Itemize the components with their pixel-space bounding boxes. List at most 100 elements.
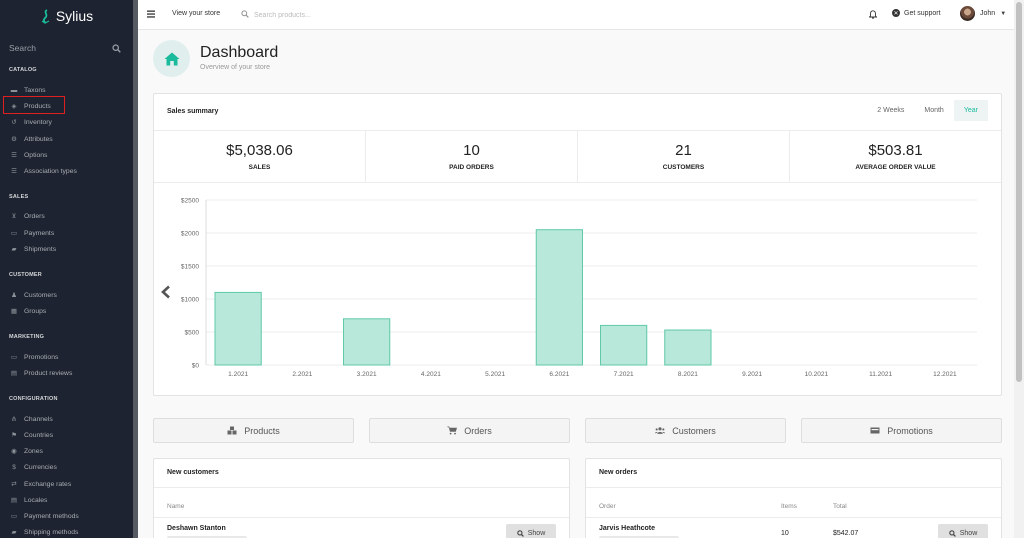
sidebar-item-label: Payments: [24, 229, 55, 237]
show-order-button[interactable]: Show: [938, 524, 988, 538]
sidebar-item-options[interactable]: ☰ Options: [9, 149, 47, 161]
chart-bar: [599, 324, 648, 366]
chart-bar: [664, 329, 712, 366]
period-year[interactable]: Year: [953, 100, 988, 121]
search-icon: [241, 10, 249, 18]
sidebar-item-products[interactable]: ◈ Products: [9, 100, 51, 112]
x-tick-label: 6.2021: [549, 371, 569, 378]
page-scrollbar[interactable]: [1014, 0, 1024, 538]
sidebar-item-label: Shipments: [24, 245, 57, 253]
order-customer-name: Jarvis Heathcote: [599, 525, 656, 532]
show-customer-button[interactable]: Show: [506, 524, 556, 538]
sidebar-item-label: Payment methods: [24, 512, 79, 520]
sidebar-item-zones[interactable]: ◉ Zones: [9, 445, 43, 457]
y-tick-label: $1000: [181, 297, 199, 304]
flag-icon: ⚑: [11, 432, 17, 439]
sidebar-search[interactable]: Search: [9, 42, 121, 54]
sidebar-item-exchange-rates[interactable]: ⇄ Exchange rates: [9, 478, 71, 490]
sidebar-item-currencies[interactable]: $ Currencies: [9, 461, 57, 473]
x-tick-label: 2.2021: [292, 371, 312, 378]
home-icon: [164, 52, 179, 65]
sales-summary-title: Sales summary: [167, 108, 219, 115]
sidebar-scrollbar[interactable]: [133, 0, 138, 538]
search-icon: [516, 529, 524, 537]
dollar-icon: $: [12, 463, 16, 471]
sidebar-item-groups[interactable]: ▦ Groups: [9, 305, 46, 317]
y-tick-label: $0: [192, 363, 200, 370]
sidebar-item-attributes[interactable]: ⚙ Attributes: [9, 133, 53, 145]
stat-label: PAID ORDERS: [449, 164, 494, 171]
period-month[interactable]: Month: [924, 107, 944, 114]
product-search-input[interactable]: [254, 8, 414, 22]
sidebar-item-payments[interactable]: ▭ Payments: [9, 227, 54, 239]
sidebar-item-label: Products: [24, 102, 51, 110]
tag-icon: ▭: [10, 354, 18, 361]
section-marketing: MARKETING: [9, 334, 45, 340]
chart-bar: [342, 318, 391, 366]
avatar: [960, 6, 975, 21]
x-tick-label: 12.2021: [933, 371, 957, 378]
sidebar-item-locales[interactable]: ▤ Locales: [9, 494, 48, 506]
sidebar-item-customers[interactable]: ♟ Customers: [9, 289, 57, 301]
sidebar-item-taxons[interactable]: ▬ Taxons: [9, 84, 46, 96]
stat-label: SALES: [248, 164, 271, 171]
sidebar-item-shipping-methods[interactable]: ▰ Shipping methods: [9, 526, 79, 538]
sliders-icon: ⇄: [11, 481, 17, 488]
chevron-left-icon[interactable]: [160, 285, 172, 299]
customers-button[interactable]: Customers: [585, 418, 786, 443]
x-tick-label: 11.2021: [869, 371, 892, 378]
show-label: Show: [527, 529, 546, 537]
stat-value: $5,038.06: [226, 142, 293, 159]
user-menu[interactable]: John ▼: [960, 6, 1006, 21]
promotions-button[interactable]: Promotions: [801, 418, 1002, 443]
section-customer: CUSTOMER: [9, 272, 42, 278]
payment-icon: ▭: [10, 230, 18, 237]
stat-label: CUSTOMERS: [662, 164, 705, 171]
sidebar-item-payment-methods[interactable]: ▭ Payment methods: [9, 510, 79, 522]
sylius-logo-icon: [41, 8, 50, 24]
products-button[interactable]: Products: [153, 418, 354, 443]
sidebar-item-shipments[interactable]: ▰ Shipments: [9, 243, 57, 255]
bell-icon[interactable]: [869, 10, 877, 19]
stat-label: AVERAGE ORDER VALUE: [855, 164, 936, 171]
sidebar-item-orders[interactable]: ⊻ Orders: [9, 210, 45, 222]
get-support-button[interactable]: ✕ Get support: [892, 9, 941, 17]
sidebar-item-label: Channels: [24, 415, 53, 423]
period-2-weeks[interactable]: 2 Weeks: [877, 107, 905, 114]
support-icon: ✕: [892, 9, 900, 17]
view-store-link[interactable]: View your store: [172, 10, 221, 17]
sidebar-item-label: Shipping methods: [24, 528, 79, 536]
sidebar-search-label: Search: [9, 43, 36, 53]
sylius-logo[interactable]: Sylius: [0, 6, 133, 26]
sidebar-item-inventory[interactable]: ↺ Inventory: [9, 116, 52, 128]
orders-button-label: Orders: [464, 425, 492, 436]
sidebar-item-label: Orders: [24, 212, 45, 220]
topbar: View your store ✕ Get support John ▼: [138, 0, 1014, 30]
sidebar-item-label: Product reviews: [24, 369, 73, 377]
menu-icon[interactable]: [147, 10, 155, 18]
translate-icon: ▤: [10, 497, 18, 504]
stat-paid-orders: 10 PAID ORDERS: [366, 131, 578, 182]
x-tick-label: 10.2021: [805, 371, 829, 378]
scrollbar-thumb[interactable]: [1016, 2, 1022, 382]
sidebar-item-label: Locales: [24, 496, 48, 504]
sidebar-item-promotions[interactable]: ▭ Promotions: [9, 351, 58, 363]
newspaper-icon: ▤: [10, 370, 18, 377]
stat-sales: $5,038.06 SALES: [154, 131, 366, 182]
sidebar-item-countries[interactable]: ⚑ Countries: [9, 429, 53, 441]
sidebar: Sylius Search CATALOG ▬ Taxons ◈ Products …: [0, 0, 138, 538]
customer-email-blurred: [167, 536, 247, 538]
sidebar-item-label: Groups: [24, 307, 47, 315]
sidebar-item-channels[interactable]: ⋔ Channels: [9, 413, 53, 425]
x-tick-label: 8.2021: [678, 371, 698, 378]
stat-value: 10: [463, 142, 480, 159]
sidebar-item-association-types[interactable]: ☰ Association types: [9, 165, 77, 177]
sidebar-item-label: Inventory: [24, 118, 52, 126]
section-configuration: CONFIGURATION: [9, 396, 58, 402]
brand-name: Sylius: [55, 8, 94, 24]
sidebar-item-product-reviews[interactable]: ▤ Product reviews: [9, 367, 72, 379]
customer-name: Deshawn Stanton: [167, 525, 226, 532]
orders-button[interactable]: Orders: [369, 418, 570, 443]
page-subtitle: Overview of your store: [200, 64, 271, 71]
x-tick-label: 1.2021: [228, 371, 248, 378]
